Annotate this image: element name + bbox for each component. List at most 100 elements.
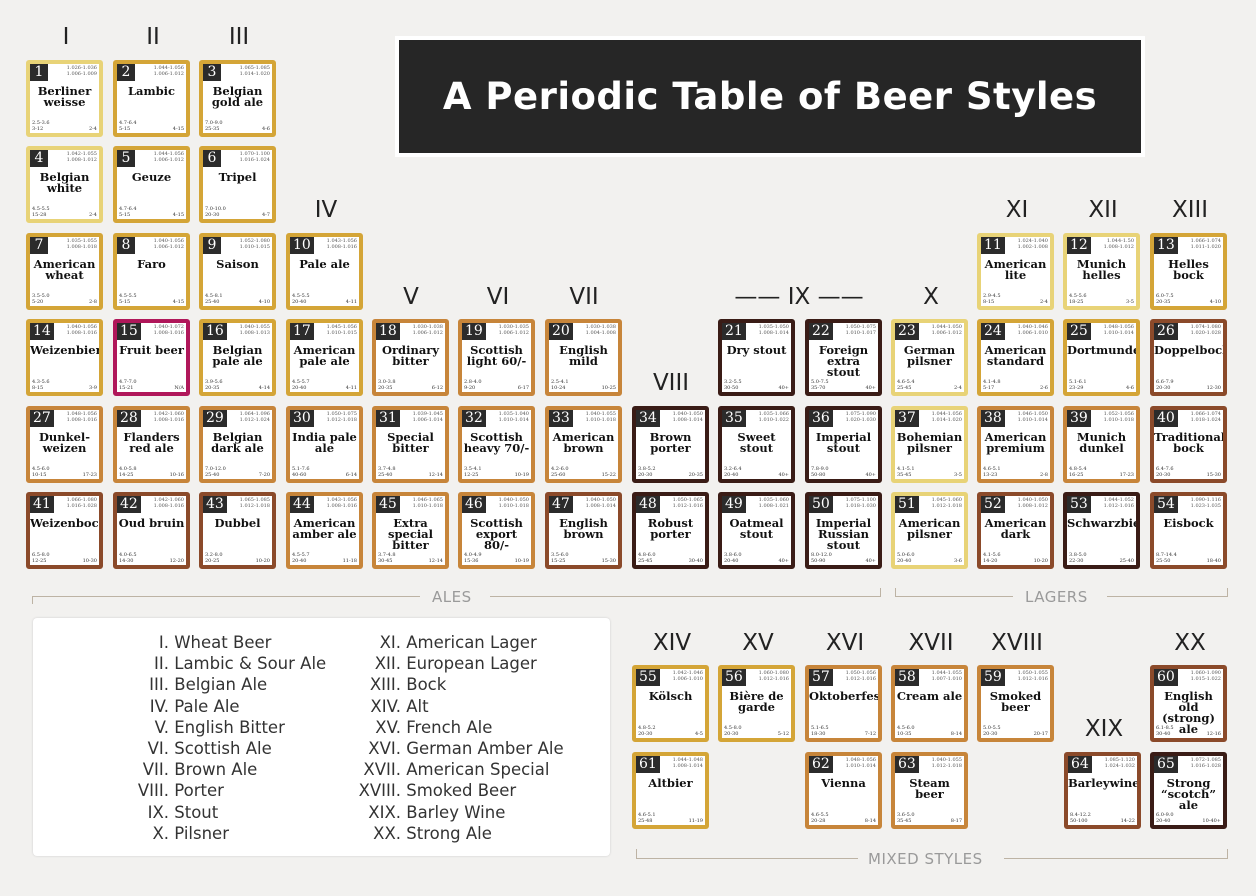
element-stats: 3.7-4.8 30-45 12-14 <box>378 552 443 564</box>
group-header-4: IV <box>314 197 338 223</box>
element-stats: 5.0-5.5 20-30 20-17 <box>983 725 1048 737</box>
element-name: Belgian dark ale <box>211 430 264 455</box>
element-number: 54 <box>1154 496 1178 513</box>
element-cell-43: 43 1.065-1.085 1.012-1.018 Dubbel 3.2-8.0 20-… <box>199 492 276 569</box>
element-cell-31: 31 1.039-1.045 1.006-1.014 Special bitter 3.… <box>372 406 449 483</box>
element-name: Special bitter <box>387 430 434 455</box>
element-gravity: 1.046-1.065 1.010-1.018 <box>412 497 443 509</box>
element-cell-30: 30 1.050-1.075 1.012-1.018 India pale ale 5.… <box>286 406 363 483</box>
element-number: 8 <box>117 237 135 254</box>
element-name: English old (strong) ale <box>1162 689 1215 736</box>
ales-bracket-right <box>880 588 881 596</box>
element-number: 25 <box>1067 323 1091 340</box>
element-name: Bière de garde <box>729 689 784 714</box>
element-gravity: 1.040-1.046 1.006-1.010 <box>1017 324 1048 336</box>
element-stats: 4.8-5.2 20-30 4-5 <box>638 725 703 737</box>
group-header-7: VII <box>569 284 599 310</box>
element-cell-26: 26 1.074-1.080 1.020-1.028 Doppelbock 6.6-7.… <box>1150 319 1227 396</box>
element-cell-52: 52 1.040-1.050 1.008-1.012 American dark 4.1… <box>977 492 1054 569</box>
element-number: 65 <box>1154 756 1178 773</box>
element-gravity: 1.044-1.056 1.014-1.020 <box>931 411 962 423</box>
group-header-14: XIV <box>652 630 692 656</box>
element-name: Pale ale <box>299 257 350 271</box>
element-name: American lite <box>984 257 1047 282</box>
element-name: Schwarzbier <box>1067 516 1140 530</box>
element-name: Smoked beer <box>989 689 1042 714</box>
element-name: Belgian gold ale <box>211 84 264 109</box>
element-number: 39 <box>1067 410 1091 427</box>
element-number: 51 <box>895 496 919 513</box>
element-number: 53 <box>1067 496 1091 513</box>
element-number: 2 <box>117 64 135 81</box>
element-name: Flanders red ale <box>123 430 180 455</box>
element-stats: 5.1-6.5 18-30 7-12 <box>811 725 876 737</box>
element-cell-5: 5 1.044-1.056 1.006-1.012 Geuze 4.7-6.4 5-15 4… <box>113 146 190 223</box>
element-stats: 4.5-8.0 20-30 5-12 <box>724 725 789 737</box>
element-cell-38: 38 1.046-1.050 1.010-1.014 American premium… <box>977 406 1054 483</box>
element-number: 5 <box>117 150 135 167</box>
element-number: 59 <box>981 669 1005 686</box>
ales-bracket-left <box>32 596 33 604</box>
lagers-line-left <box>895 596 1013 597</box>
element-stats: 5.0-7.5 35-70 40+ <box>811 379 876 391</box>
element-cell-32: 32 1.035-1.040 1.010-1.014 Scottish heavy 7… <box>458 406 535 483</box>
element-name: Munich dunkel <box>1076 430 1127 455</box>
element-gravity: 1.060-1.080 1.012-1.016 <box>758 670 789 682</box>
element-gravity: 1.030-1.035 1.006-1.012 <box>498 324 529 336</box>
element-number: 1 <box>30 64 48 81</box>
element-cell-64: 64 1.085-1.120 1.024-1.032 Barleywine 8.4-12… <box>1064 752 1141 829</box>
element-stats: 3.2-8.0 20-25 10-20 <box>205 552 270 564</box>
element-number: 50 <box>809 496 833 513</box>
element-name: Steam beer <box>909 776 950 801</box>
lagers-bracket-right <box>1227 588 1228 596</box>
element-cell-44: 44 1.043-1.056 1.008-1.016 American amber a… <box>286 492 363 569</box>
element-gravity: 1.050-1.065 1.012-1.016 <box>672 497 703 509</box>
element-name: Foreign extra stout <box>818 343 869 379</box>
element-stats: 3.5-5.0 5-20 2-8 <box>32 293 97 305</box>
element-number: 57 <box>809 669 833 686</box>
element-number: 26 <box>1154 323 1178 340</box>
element-stats: 7.0-12.0 25-40 7-20 <box>205 466 270 478</box>
element-cell-24: 24 1.040-1.046 1.006-1.010 American standar… <box>977 319 1054 396</box>
element-number: 11 <box>981 237 1005 254</box>
element-cell-54: 54 1.090-1.116 1.023-1.035 Eisbock 8.7-14.4 2… <box>1150 492 1227 569</box>
element-cell-40: 40 1.066-1.074 1.018-1.024 Traditional bock… <box>1150 406 1227 483</box>
element-number: 17 <box>290 323 314 340</box>
element-name: Ordinary bitter <box>381 343 440 368</box>
element-number: 18 <box>376 323 400 340</box>
element-gravity: 1.040-1.072 1.008-1.016 <box>153 324 184 336</box>
element-gravity: 1.085-1.120 1.024-1.032 <box>1104 757 1135 769</box>
element-stats: 3.5-4.1 12-25 10-19 <box>464 466 529 478</box>
element-gravity: 1.075-1.090 1.020-1.030 <box>845 411 876 423</box>
element-name: Extra special bitter <box>387 516 434 552</box>
group-header-8: VIII <box>652 370 690 396</box>
group-header-6: VI <box>486 284 510 310</box>
element-cell-18: 18 1.030-1.038 1.006-1.012 Ordinary bitter 3… <box>372 319 449 396</box>
element-name: Altbier <box>648 776 693 790</box>
element-cell-10: 10 1.043-1.056 1.008-1.016 Pale ale 4.5-5.5 2… <box>286 233 363 310</box>
element-number: 33 <box>549 410 573 427</box>
element-gravity: 1.040-1.050 1.008-1.012 <box>1017 497 1048 509</box>
legend-item: XV. French Ale <box>375 717 493 737</box>
element-cell-45: 45 1.046-1.065 1.010-1.018 Extra special bi… <box>372 492 449 569</box>
group-header-18: XVIII <box>991 630 1043 656</box>
element-gravity: 1.030-1.038 1.006-1.012 <box>412 324 443 336</box>
element-stats: 5.1-6.1 23-29 4-6 <box>1069 379 1134 391</box>
element-cell-58: 58 1.044-1.055 1.007-1.010 Cream ale 4.5-6.0… <box>891 665 968 742</box>
element-name: Berliner weisse <box>37 84 92 109</box>
element-gravity: 1.044-1.048 1.008-1.014 <box>672 757 703 769</box>
element-gravity: 1.044-1.055 1.007-1.010 <box>931 670 962 682</box>
element-stats: 4.3-5.6 8-15 3-9 <box>32 379 97 391</box>
element-number: 4 <box>30 150 48 167</box>
element-cell-53: 53 1.044-1.052 1.012-1.016 Schwarzbier 3.8-5… <box>1063 492 1140 569</box>
element-name: English brown <box>559 516 608 541</box>
element-stats: 6.6-7.9 20-30 12-30 <box>1156 379 1221 391</box>
legend-item: XVII. American Special <box>363 760 550 780</box>
element-name: Barleywine <box>1068 776 1140 790</box>
element-number: 9 <box>203 237 221 254</box>
legend-item: XI. American Lager <box>379 633 537 652</box>
element-gravity: 1.040-1.050 1.008-1.014 <box>585 497 616 509</box>
element-cell-27: 27 1.048-1.056 1.008-1.016 Dunkel-weizen 4.5… <box>26 406 103 483</box>
element-stats: 4.8-5.4 16-25 17-23 <box>1069 466 1134 478</box>
element-cell-12: 12 1.044-1.50 1.008-1.012 Munich helles 4.5-… <box>1063 233 1140 310</box>
